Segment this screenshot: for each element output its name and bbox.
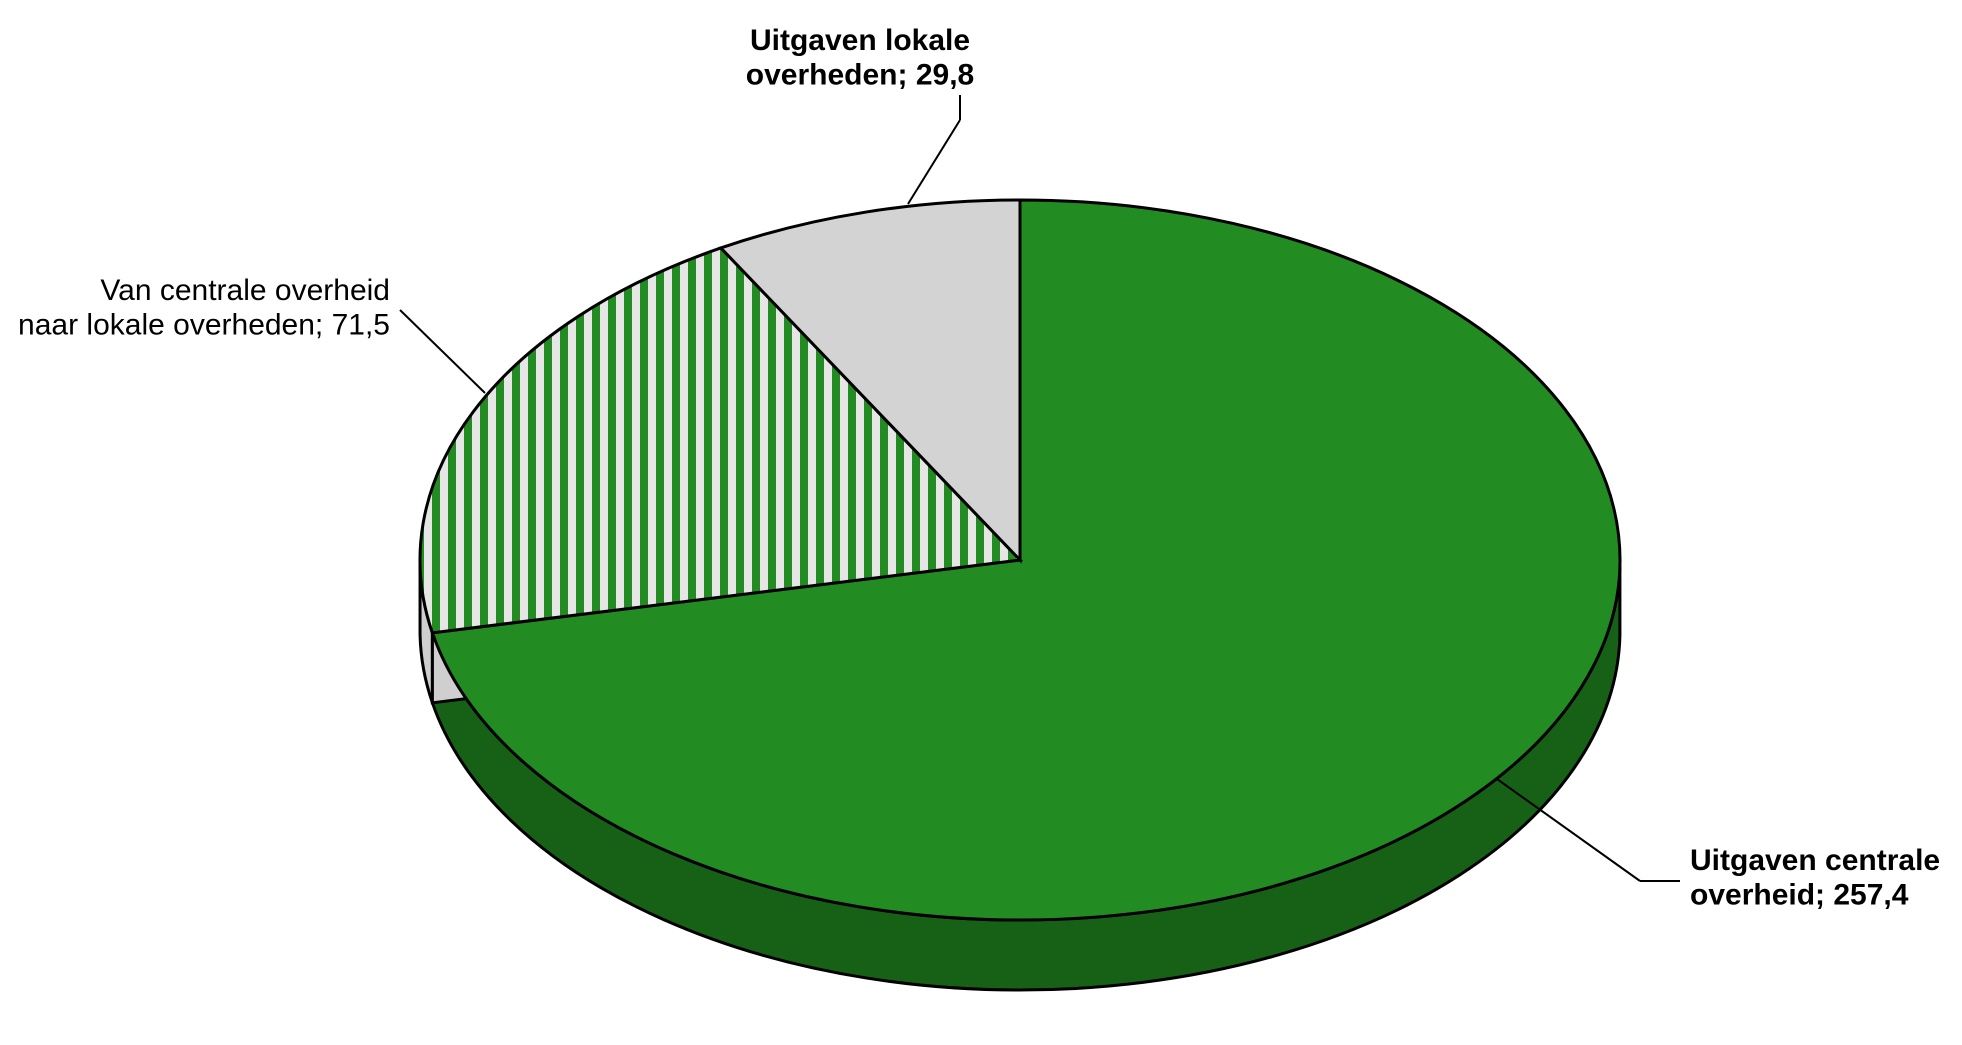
label-local-line-0: Uitgaven lokale <box>750 24 970 57</box>
label-local: Uitgaven lokaleoverheden; 29,8 <box>746 24 974 92</box>
label-transfer-line-1: naar lokale overheden; 71,5 <box>18 309 390 342</box>
pie-3d-chart: Uitgaven centraleoverheid; 257,4 Van cent… <box>0 0 1962 1045</box>
label-central-line-0: Uitgaven centrale <box>1690 844 1940 877</box>
label-central: Uitgaven centraleoverheid; 257,4 <box>1690 844 1940 912</box>
label-local-line-1: overheden; 29,8 <box>746 59 974 92</box>
label-transfer-line-0: Van centrale overheid <box>100 274 390 307</box>
label-central-line-1: overheid; 257,4 <box>1690 879 1909 912</box>
pie-top <box>420 200 1620 920</box>
